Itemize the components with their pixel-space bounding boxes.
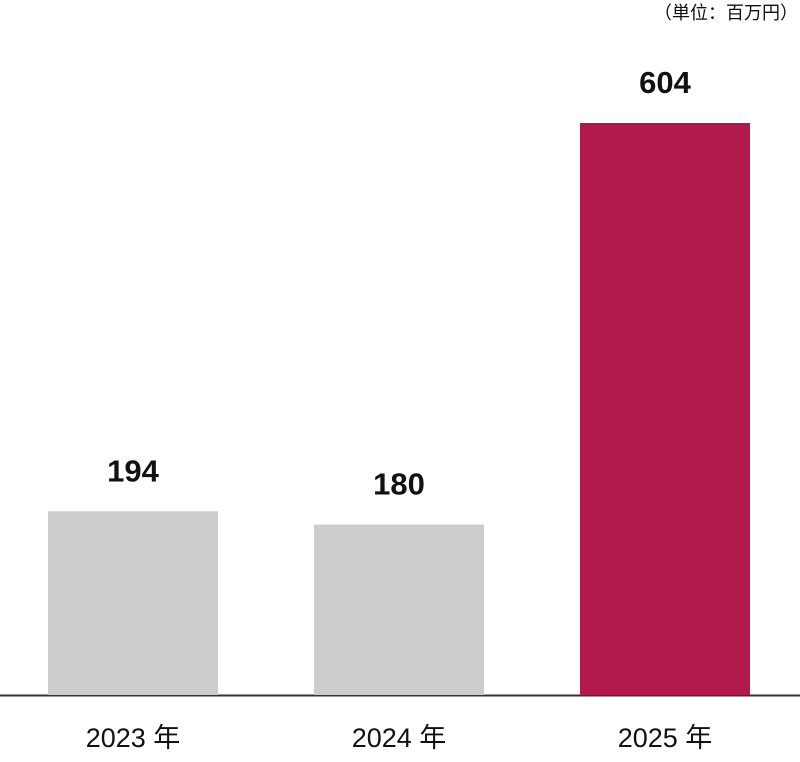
bar [48, 511, 218, 695]
value-label: 604 [639, 65, 691, 100]
value-label: 194 [107, 453, 159, 488]
x-tick-label: 2023 年 [86, 723, 181, 753]
x-tick-label: 2025 年 [618, 723, 713, 753]
unit-label: （単位：百万円） [654, 3, 798, 23]
bar [314, 524, 484, 695]
x-tick-label: 2024 年 [352, 723, 447, 753]
bar [580, 123, 750, 695]
value-label: 180 [373, 467, 425, 502]
